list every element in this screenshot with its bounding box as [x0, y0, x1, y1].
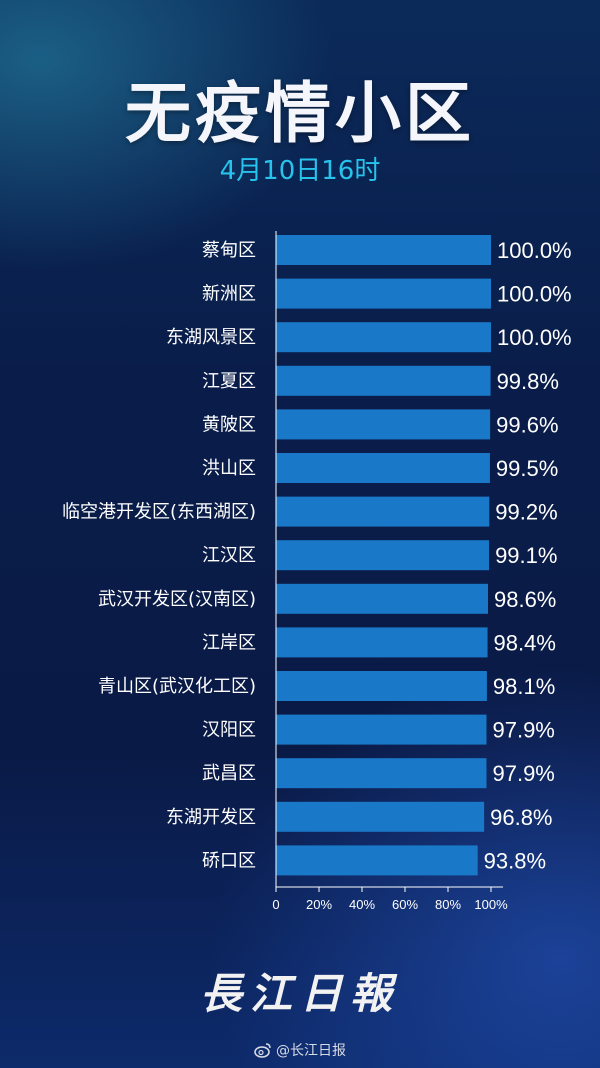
bar-chart: 蔡甸区 100.0% 新洲区 100.0% 东湖风景区 100.0% 江夏区 99.8% 黄陂区…	[62, 231, 572, 912]
data-label: 99.5%	[496, 456, 558, 481]
x-tick-label: 40%	[349, 897, 375, 912]
category-label: 汉阳区	[202, 720, 256, 741]
data-label: 98.1%	[493, 674, 555, 699]
x-tick-label: 100%	[474, 897, 508, 912]
category-label: 东湖风景区	[166, 327, 256, 348]
chart-bar	[276, 845, 478, 876]
data-label: 97.9%	[492, 761, 554, 786]
chart-bar	[276, 235, 491, 265]
data-label: 99.1%	[495, 543, 557, 568]
category-label: 江夏区	[202, 371, 256, 392]
category-label: 洪山区	[202, 458, 256, 479]
data-label: 100.0%	[497, 325, 572, 350]
chart-bar	[276, 453, 490, 483]
chart-bar	[276, 278, 491, 309]
category-label: 武昌区	[202, 763, 256, 784]
chart-bar	[276, 540, 490, 571]
chart-bar	[276, 583, 488, 614]
chart-bar	[276, 409, 491, 440]
category-label: 东湖开发区	[166, 807, 256, 828]
weibo-attribution: @长江日报	[0, 1040, 600, 1060]
data-label: 96.8%	[490, 805, 552, 830]
chart-bar	[276, 801, 485, 832]
chart-bar	[276, 496, 490, 527]
chart-bar	[276, 671, 487, 701]
category-label: 江汉区	[202, 545, 256, 566]
category-label: 蔡甸区	[202, 240, 256, 261]
category-label: 新洲区	[202, 284, 256, 305]
page-subtitle: 4月10日16时	[219, 156, 381, 186]
category-label: 青山区(武汉化工区)	[98, 676, 256, 697]
chart-bar	[276, 365, 491, 396]
category-label: 江岸区	[202, 632, 256, 653]
weibo-icon	[254, 1043, 271, 1058]
weibo-handle: @长江日报	[276, 1043, 346, 1059]
chart-bar	[276, 714, 487, 745]
x-tick-label: 60%	[392, 897, 418, 912]
chart-bar	[276, 322, 491, 353]
data-label: 100.0%	[497, 238, 572, 263]
data-label: 93.8%	[484, 848, 546, 873]
data-label: 97.9%	[492, 718, 554, 743]
x-tick-label: 20%	[306, 897, 332, 912]
x-tick-label: 0	[272, 897, 279, 912]
data-label: 99.2%	[495, 500, 557, 525]
data-label: 99.6%	[496, 412, 558, 437]
chart-bar	[276, 627, 488, 658]
category-label: 黄陂区	[202, 414, 256, 435]
data-label: 100.0%	[497, 282, 572, 307]
category-label: 硚口区	[202, 850, 256, 871]
data-label: 98.4%	[494, 630, 556, 655]
brand-logo: 長江日報	[199, 969, 400, 1018]
category-label: 临空港开发区(东西湖区)	[62, 502, 256, 523]
page-title: 无疫情小区	[125, 75, 475, 152]
x-tick-label: 80%	[435, 897, 461, 912]
chart-bar	[276, 758, 487, 789]
data-label: 98.6%	[494, 587, 556, 612]
category-label: 武汉开发区(汉南区)	[98, 589, 256, 610]
data-label: 99.8%	[497, 369, 559, 394]
